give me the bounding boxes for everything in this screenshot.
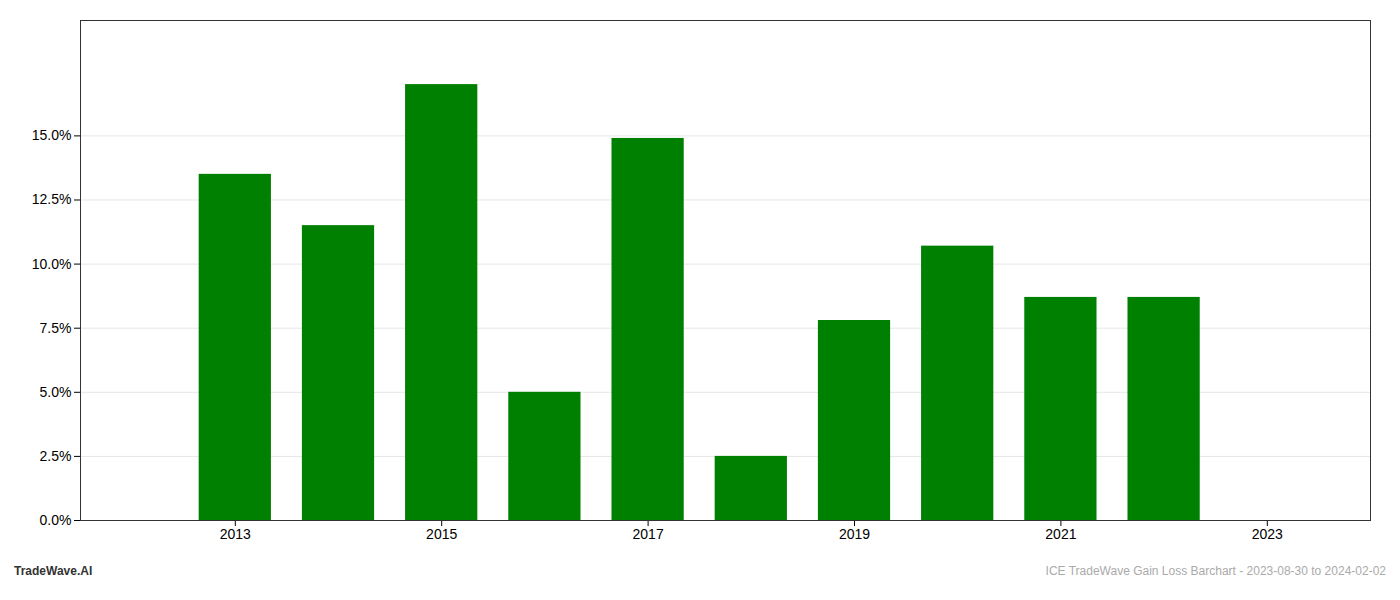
svg-text:2023: 2023 [1252, 526, 1283, 542]
svg-text:10.0%: 10.0% [32, 256, 72, 272]
svg-text:5.0%: 5.0% [40, 384, 72, 400]
svg-text:2013: 2013 [220, 526, 251, 542]
svg-text:2021: 2021 [1045, 526, 1076, 542]
html-text:TradeWave.AI: TradeWave.AI [14, 564, 93, 578]
svg-text:2017: 2017 [633, 526, 664, 542]
svg-text:2.5%: 2.5% [40, 448, 72, 464]
svg-text:2019: 2019 [839, 526, 870, 542]
html-text:ICE TradeWave Gain Loss Barcha: ICE TradeWave Gain Loss Barchart - 2023-… [1045, 564, 1386, 578]
svg-text:15.0%: 15.0% [32, 127, 72, 143]
svg-text:12.5%: 12.5% [32, 191, 72, 207]
svg-text:7.5%: 7.5% [40, 320, 72, 336]
svg-text:2015: 2015 [426, 526, 457, 542]
svg-text:0.0%: 0.0% [40, 512, 72, 528]
